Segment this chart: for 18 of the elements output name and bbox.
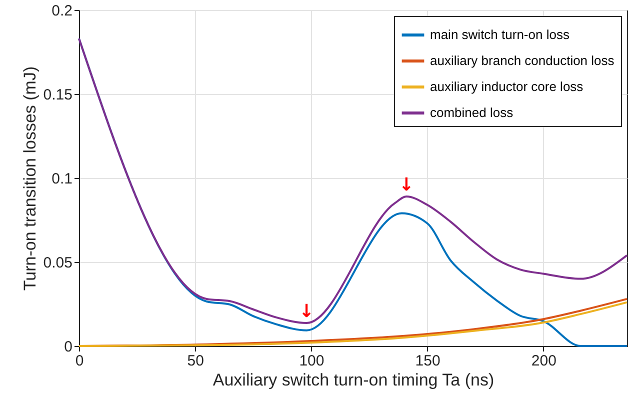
- x-axis-title: Auxiliary switch turn-on timing Ta (ns): [212, 370, 494, 390]
- y-tick-label: 0: [64, 338, 72, 356]
- x-tick-label: 0: [75, 352, 84, 370]
- y-tick-label: 0.1: [52, 170, 72, 188]
- x-tick-label: 100: [299, 352, 324, 370]
- annotation: ↓: [299, 300, 314, 322]
- y-tick-label: 0.2: [52, 2, 72, 20]
- annotation: ↓: [398, 174, 414, 196]
- x-tick-label: 50: [187, 352, 204, 370]
- x-tick-label: 200: [531, 352, 556, 370]
- legend-label: main switch turn-on loss: [430, 27, 570, 42]
- y-tick-label: 0.05: [43, 254, 72, 272]
- legend-label: combined loss: [430, 105, 514, 120]
- y-axis-title: Turn-on transition losses (mJ): [20, 66, 40, 291]
- x-tick-label: 150: [415, 352, 440, 370]
- legend-label: auxiliary branch conduction loss: [430, 53, 615, 68]
- y-tick-label: 0.15: [43, 86, 72, 104]
- legend-label: auxiliary inductor core loss: [430, 79, 584, 94]
